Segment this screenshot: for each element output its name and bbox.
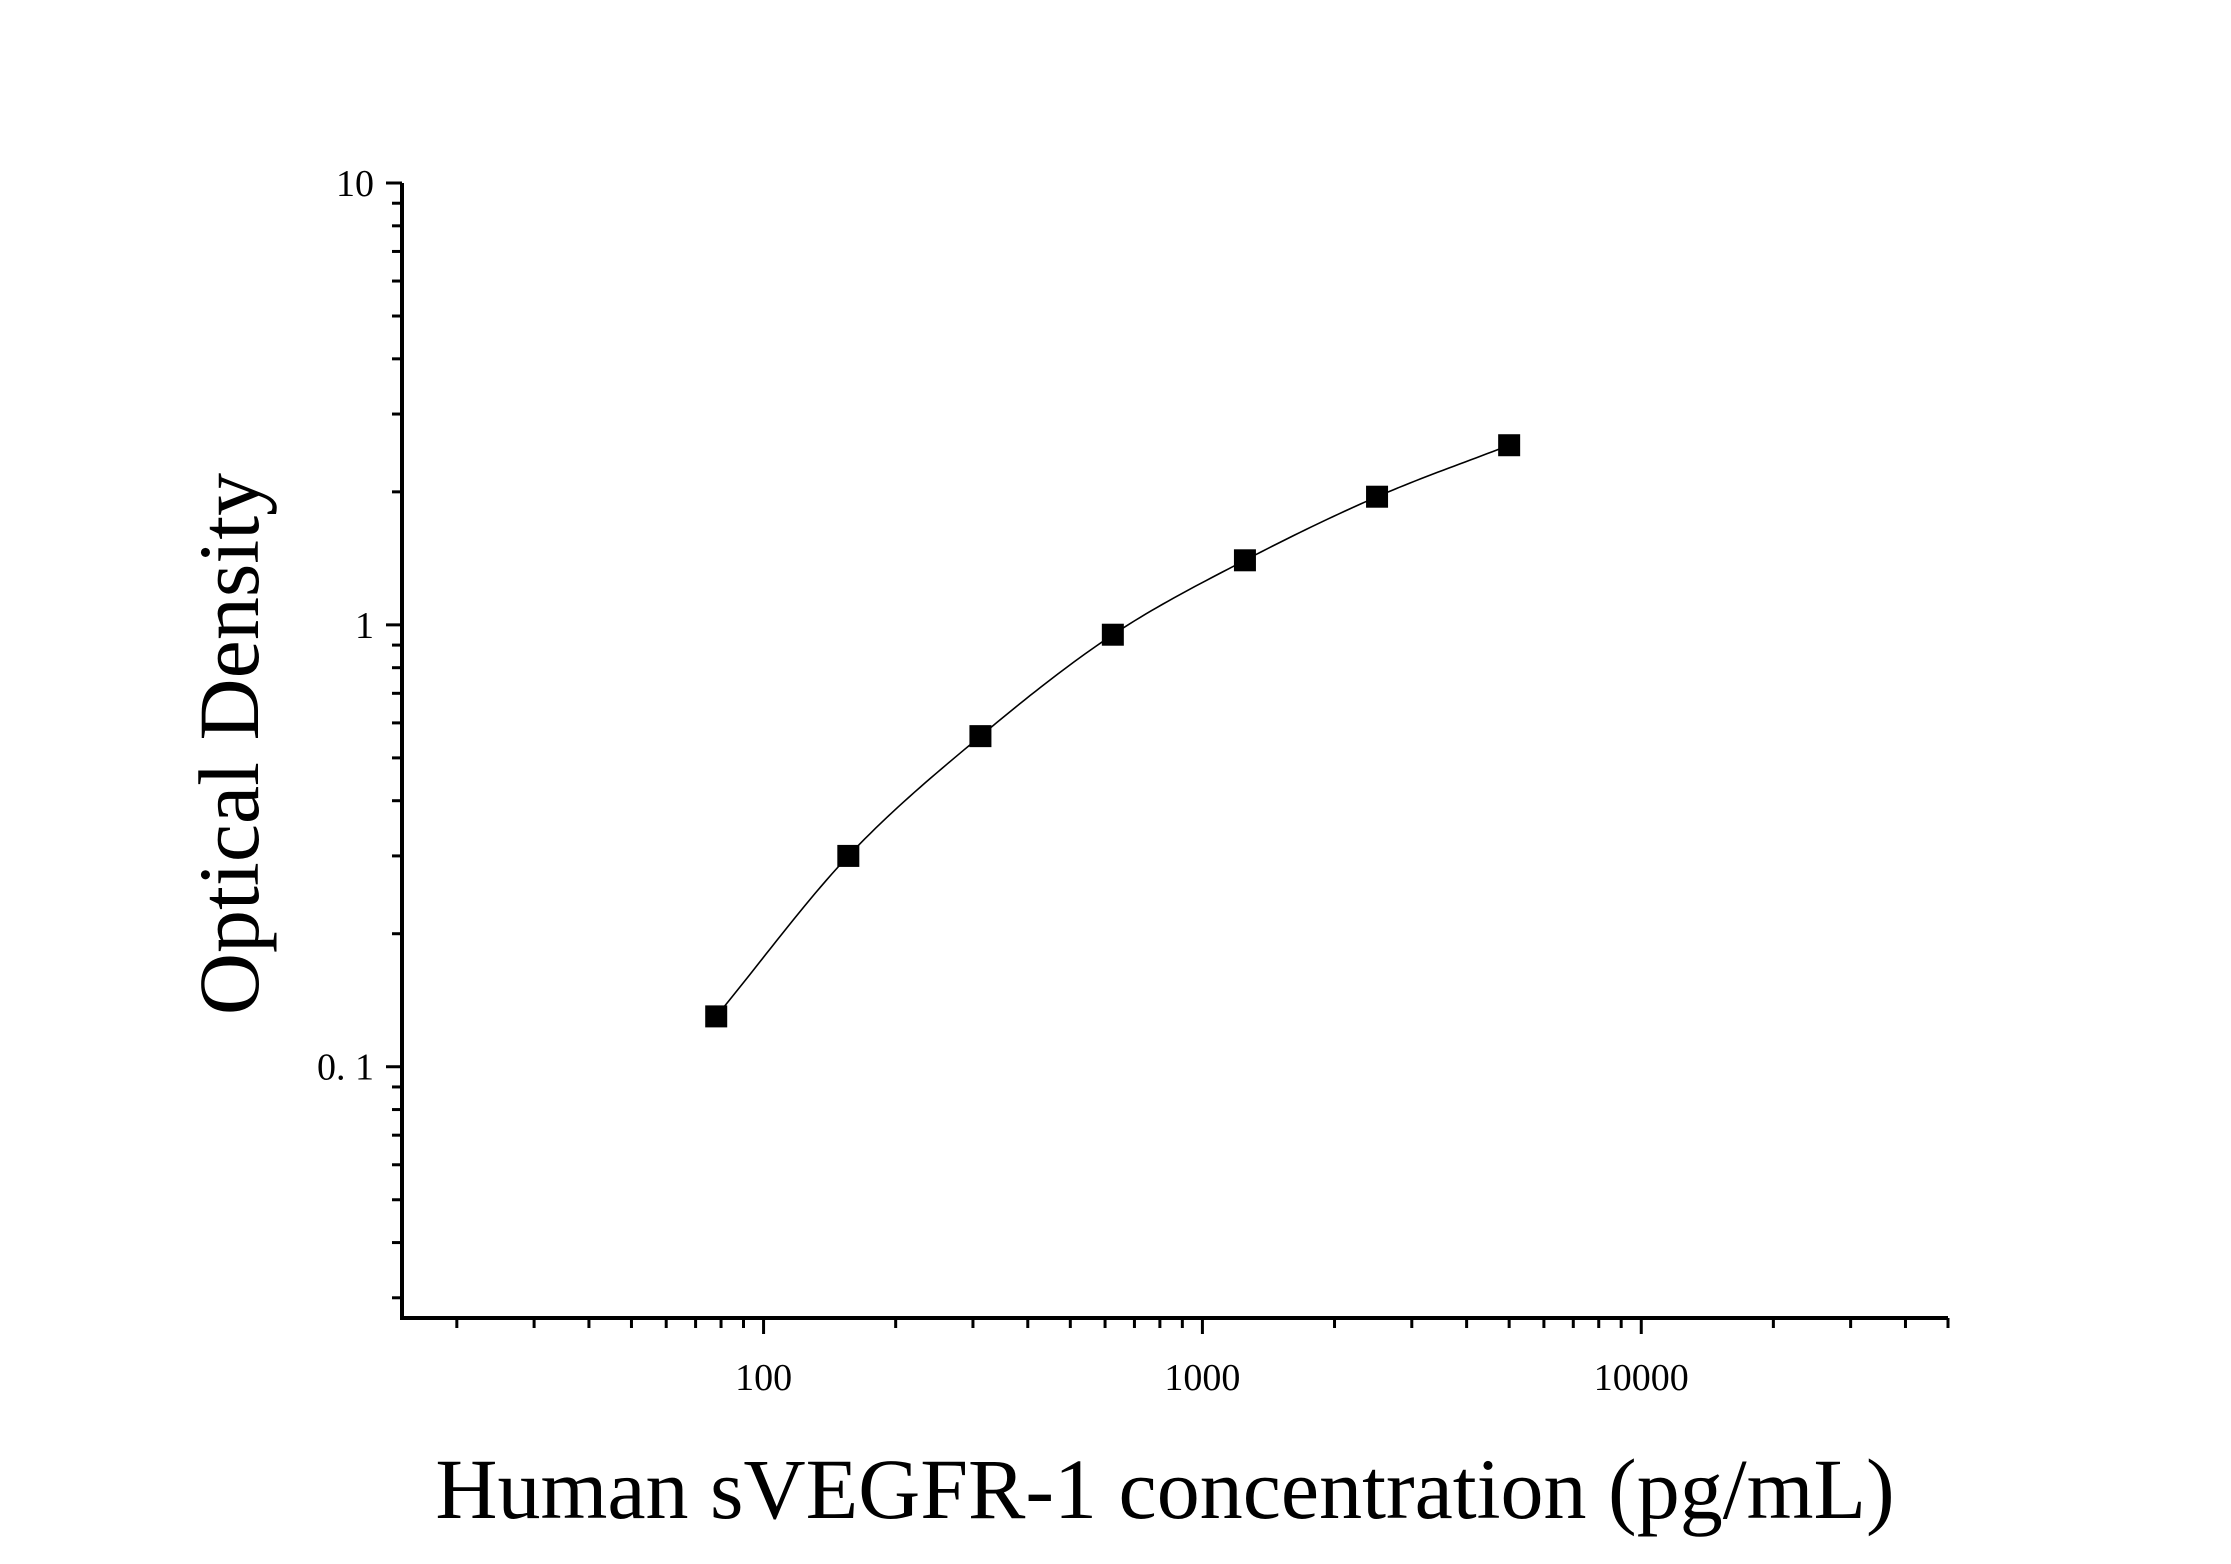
data-point-marker [1101,623,1124,646]
ticks: 100 1000 10000 0. 1 1 10 [317,163,1950,1399]
data-point-marker [1498,434,1521,457]
y-tick-label: 0. 1 [317,1047,374,1089]
y-axis-title: Optical Density [181,473,277,1015]
x-tick-label: 100 [735,1357,792,1399]
data-points [705,434,1521,1028]
data-point-marker [969,725,992,748]
fit-curve-line [715,444,1510,1017]
fit-curve [715,444,1510,1017]
x-axis-title: Human sVEGFR-1 concentration (pg/mL) [435,1441,1894,1537]
x-tick-label: 10000 [1594,1357,1689,1399]
data-point-marker [705,1005,728,1028]
y-tick-label: 1 [355,605,374,647]
data-point-marker [1233,549,1256,572]
axes [400,183,1948,1320]
y-tick-label: 10 [336,163,374,205]
data-point-marker [837,844,860,867]
x-tick-label: 1000 [1164,1357,1240,1399]
data-point-marker [1366,485,1389,508]
